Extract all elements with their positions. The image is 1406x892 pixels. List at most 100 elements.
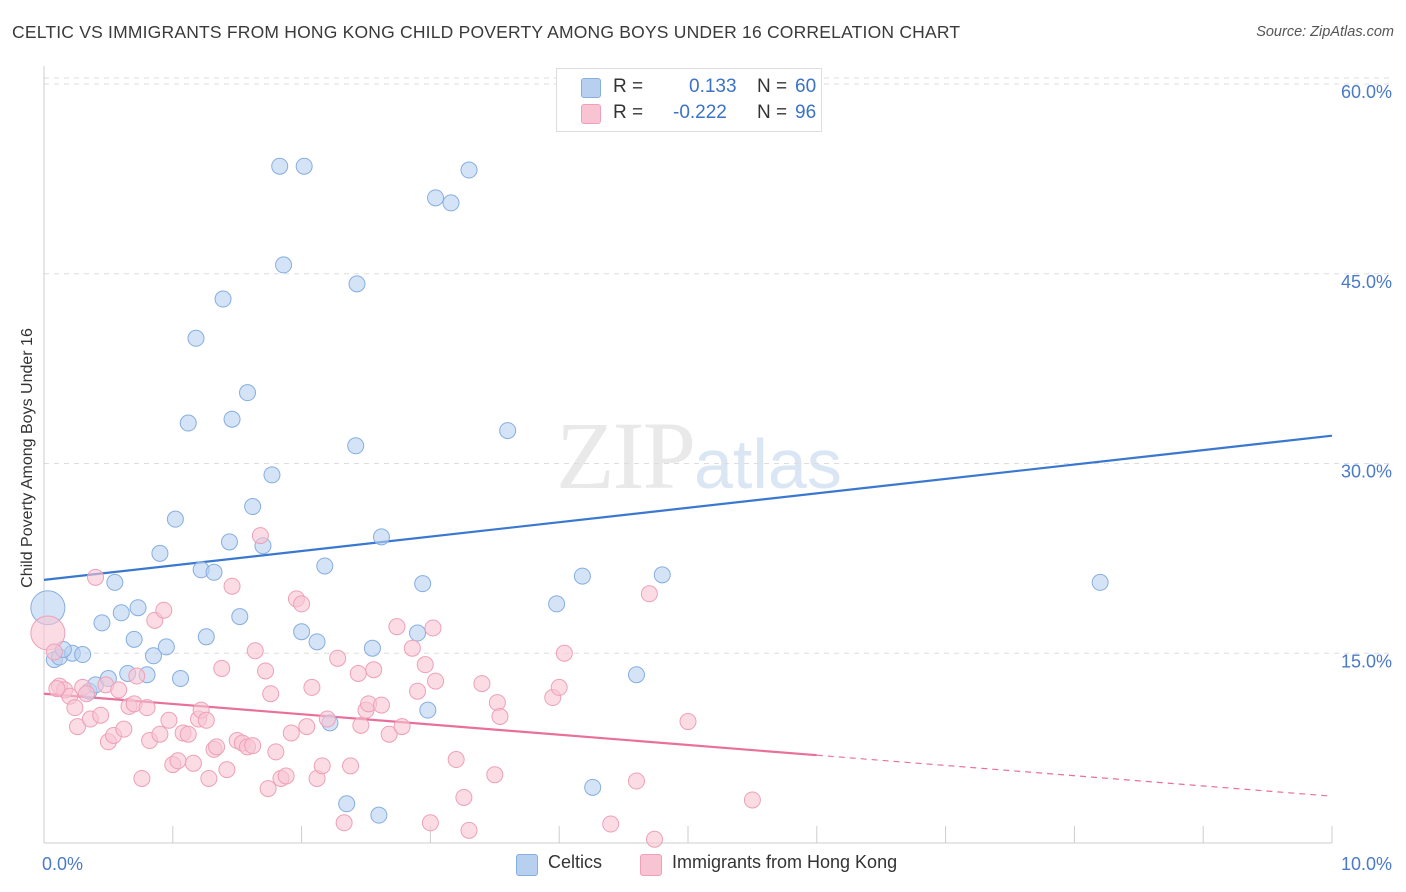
celtic-point-33 — [271, 157, 289, 175]
hk-point-76 — [421, 814, 439, 832]
axis-layer — [43, 66, 1333, 844]
hk-point-59 — [313, 757, 331, 775]
celtic-point-7 — [93, 614, 111, 632]
y-tick-label-1: 30.0% — [1341, 462, 1392, 482]
celtic-point-32 — [263, 466, 281, 484]
x-tick-label-0: 0.0% — [42, 854, 83, 874]
hk-point-30 — [179, 725, 197, 743]
celtic-point-27 — [223, 410, 241, 428]
celtic-point-48 — [419, 701, 437, 719]
hk-point-21 — [138, 699, 156, 717]
celtic-point-42 — [348, 275, 366, 293]
hk-point-25 — [155, 601, 173, 619]
celtic-point-58 — [1091, 573, 1109, 591]
celtic-trend-line — [43, 434, 1333, 581]
hk-point-31 — [184, 754, 202, 772]
legend-r-value-hk: -0.222 — [673, 102, 727, 123]
hk-point-92 — [646, 830, 664, 848]
hk-point-79 — [447, 751, 465, 769]
celtic-point-56 — [627, 666, 645, 684]
hk-point-63 — [342, 757, 360, 775]
hk-point-47 — [257, 662, 275, 680]
watermark-zip: ZIP — [556, 402, 696, 509]
celtic-point-29 — [239, 384, 257, 402]
bottom-legend-swatch-hk — [640, 854, 662, 876]
hk-point-39 — [218, 761, 236, 779]
y-tick-label-3: 60.0% — [1341, 82, 1392, 102]
hk-trend-extension — [816, 754, 1333, 797]
hk-point-20 — [133, 769, 151, 787]
hk-point-71 — [388, 618, 406, 636]
legend-n-value-celtic: 60 — [795, 76, 817, 97]
celtic-point-20 — [179, 414, 197, 432]
hk-point-24 — [151, 725, 169, 743]
celtic-point-19 — [172, 670, 190, 688]
hk-point-78 — [427, 672, 445, 690]
legend-n-value-hk: 96 — [795, 102, 817, 123]
point-layer — [30, 157, 1109, 848]
celtic-point-9 — [106, 573, 124, 591]
hk-point-37 — [208, 738, 226, 756]
y-tick-label-0: 15.0% — [1341, 651, 1392, 671]
hk-point-38 — [213, 659, 231, 677]
celtic-point-15 — [144, 647, 162, 665]
legend-n-label-celtic: N = — [757, 76, 788, 97]
hk-point-19 — [128, 667, 146, 685]
legend-r-label-celtic: R = — [613, 76, 644, 97]
celtic-point-4 — [74, 646, 92, 664]
hk-point-46 — [251, 527, 269, 545]
hk-point-72 — [393, 718, 411, 736]
celtic-point-57 — [653, 566, 671, 584]
celtic-point-40 — [338, 795, 356, 813]
hk-point-94 — [743, 791, 761, 809]
hk-point-80 — [455, 788, 473, 806]
celtic-point-41 — [347, 437, 365, 455]
hk-point-45 — [246, 642, 264, 660]
source-label: Source: ZipAtlas.com — [1256, 24, 1394, 40]
celtic-point-25 — [214, 290, 232, 308]
celtic-point-17 — [157, 638, 175, 656]
celtic-point-52 — [499, 422, 517, 440]
celtic-point-23 — [197, 628, 215, 646]
hk-point-5 — [66, 699, 84, 717]
hk-point-10 — [87, 568, 105, 586]
celtic-point-43 — [363, 639, 381, 657]
legend-swatch-celtic — [581, 78, 601, 98]
celtic-point-49 — [427, 189, 445, 207]
hk-point-53 — [282, 724, 300, 742]
hk-point-95 — [48, 680, 66, 698]
hk-point-56 — [298, 718, 316, 736]
celtic-point-18 — [166, 510, 184, 528]
hk-point-73 — [403, 639, 421, 657]
celtic-point-35 — [295, 157, 313, 175]
hk-point-87 — [550, 678, 568, 696]
trend-layer — [43, 434, 1333, 797]
bottom-legend-swatch-celtic — [516, 854, 538, 876]
celtic-point-51 — [460, 161, 478, 179]
legend-swatch-hk — [581, 104, 601, 124]
hk-point-28 — [169, 752, 187, 770]
hk-point-69 — [372, 696, 390, 714]
hk-point-34 — [197, 711, 215, 729]
hk-point-85 — [491, 708, 509, 725]
celtic-point-50 — [442, 194, 460, 212]
y-axis-label: Child Poverty Among Boys Under 16 — [19, 328, 36, 588]
correlation-legend: R = 0.133 N = 60 R = -0.222 N = 96 — [556, 68, 822, 132]
celtic-point-45 — [372, 528, 390, 546]
celtic-point-13 — [129, 599, 147, 617]
hk-trend-line — [43, 692, 817, 757]
hk-point-88 — [555, 644, 573, 662]
hk-point-49 — [262, 685, 280, 703]
hk-point-65 — [352, 716, 370, 734]
celtic-point-36 — [293, 623, 311, 641]
hk-point-15 — [110, 681, 128, 699]
label-layer: 15.0% 30.0% 45.0% 60.0% 0.0% 10.0% — [42, 82, 1392, 874]
celtic-point-38 — [316, 557, 334, 575]
hk-point-55 — [293, 595, 311, 613]
hk-point-1 — [45, 643, 63, 661]
celtic-point-10 — [112, 604, 130, 622]
celtic-point-30 — [244, 498, 262, 516]
celtic-point-12 — [125, 630, 143, 648]
